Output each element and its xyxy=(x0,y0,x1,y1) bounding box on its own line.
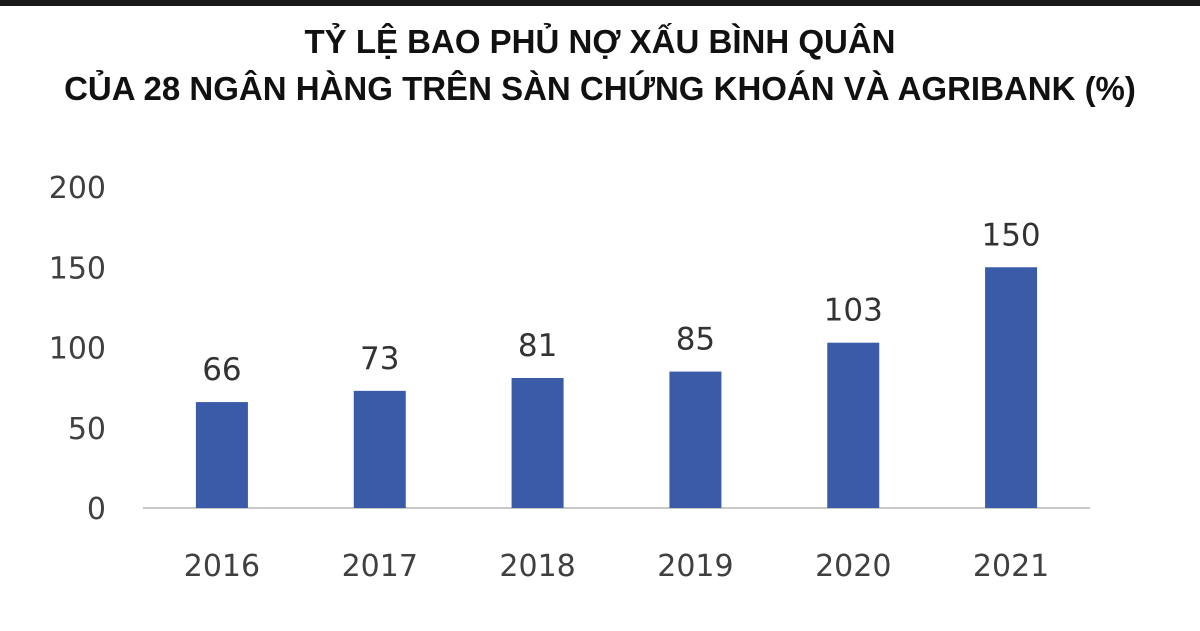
x-tick-label-2021: 2021 xyxy=(973,549,1049,584)
data-label-2017: 73 xyxy=(360,341,399,377)
bar-2016 xyxy=(195,402,248,508)
chart-title: TỶ LỆ BAO PHỦ NỢ XẤU BÌNH QUÂN CỦA 28 NG… xyxy=(0,18,1200,112)
bar-2021 xyxy=(985,267,1038,508)
x-tick-label-2018: 2018 xyxy=(499,549,575,584)
y-tick-label: 50 xyxy=(68,412,106,447)
x-tick-label-2017: 2017 xyxy=(342,549,418,584)
x-tick-label-2020: 2020 xyxy=(815,549,891,584)
y-tick-label: 100 xyxy=(49,332,106,367)
data-label-2019: 85 xyxy=(676,322,715,358)
y-tick-label: 0 xyxy=(87,492,106,527)
y-tick-label: 200 xyxy=(49,171,106,206)
bar-2020 xyxy=(827,342,880,508)
data-label-2021: 150 xyxy=(981,217,1040,253)
chart-title-line-2: CỦA 28 NGÂN HÀNG TRÊN SÀN CHỨNG KHOÁN VÀ… xyxy=(64,70,1136,107)
top-rule xyxy=(0,0,1200,6)
data-label-2018: 81 xyxy=(518,328,557,364)
x-tick-label-2019: 2019 xyxy=(657,549,733,584)
x-tick-label-2016: 2016 xyxy=(184,549,260,584)
bar-2018 xyxy=(511,377,564,508)
data-label-2020: 103 xyxy=(824,293,883,329)
bar-2017 xyxy=(353,390,406,508)
chart-title-line-1: TỶ LỆ BAO PHỦ NỢ XẤU BÌNH QUÂN xyxy=(304,23,896,60)
data-label-2016: 66 xyxy=(202,352,241,388)
y-tick-label: 150 xyxy=(49,251,106,286)
bar-2019 xyxy=(669,371,722,508)
